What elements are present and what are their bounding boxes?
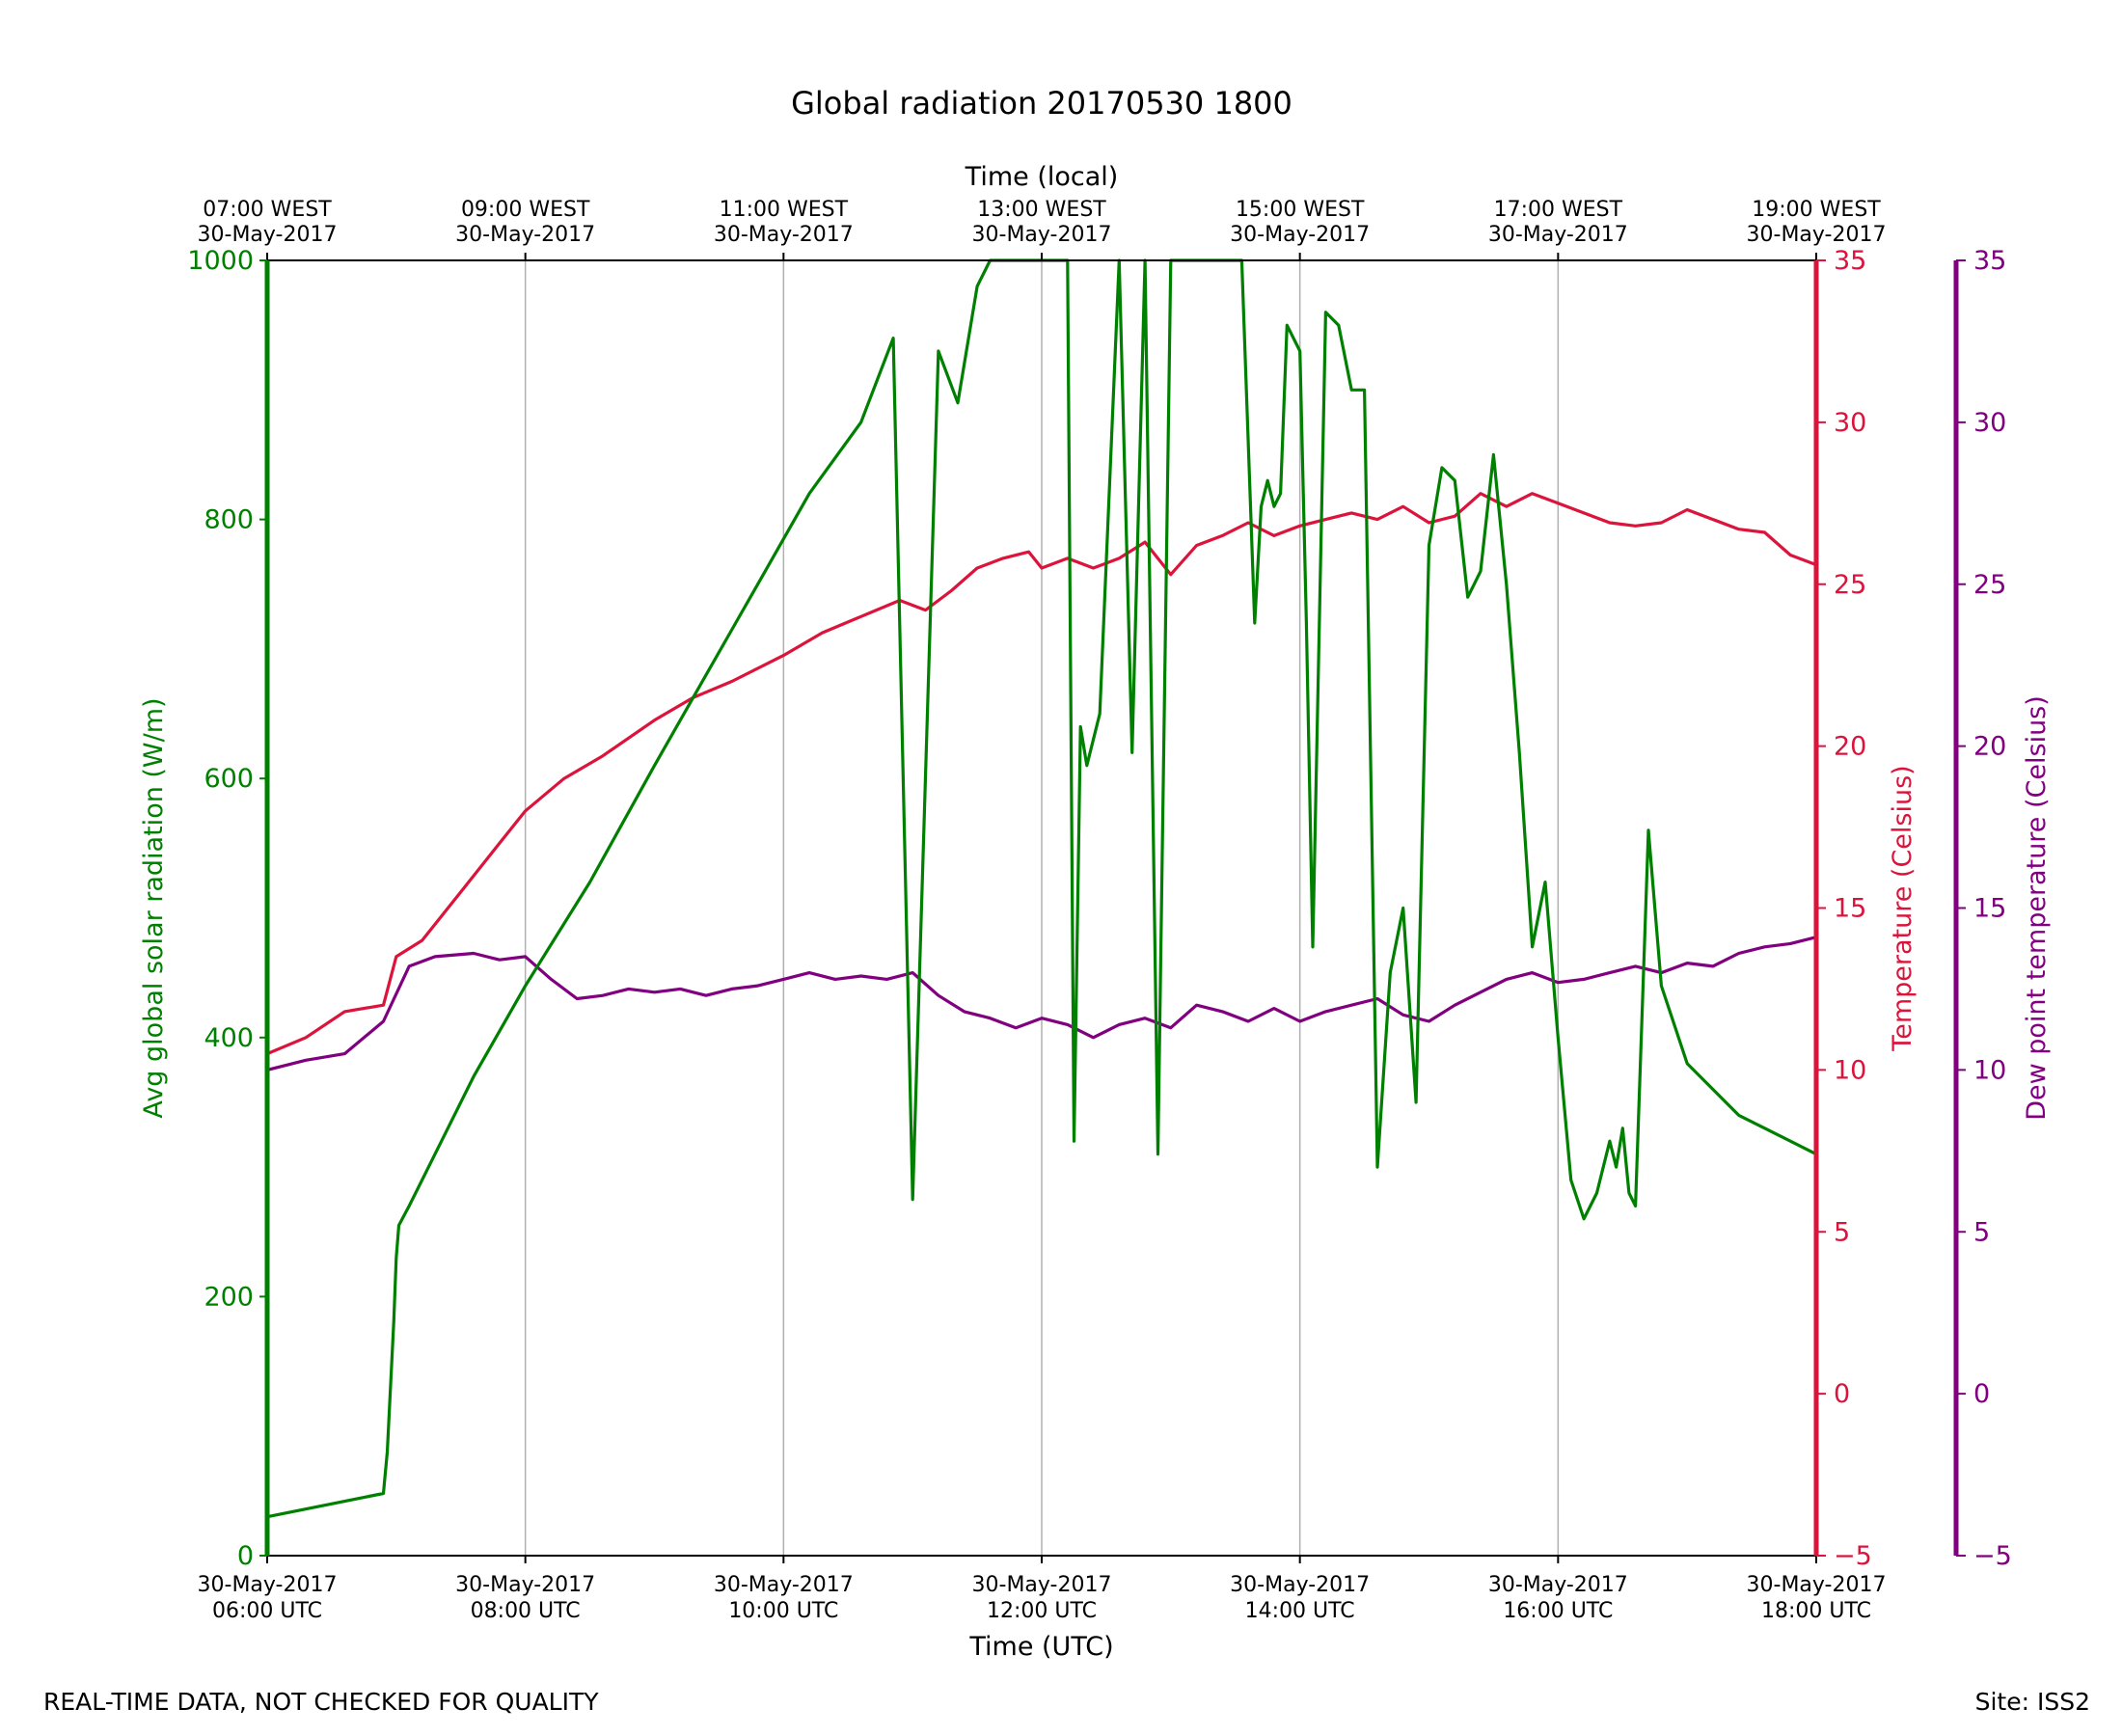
x-tick-time: 06:00 UTC	[212, 1599, 322, 1623]
y-tick-label-temperature: 35	[1834, 246, 1866, 276]
y-axis-label-dewpoint: Dew point temperature (Celsius)	[2022, 695, 2052, 1121]
y-tick-label-dewpoint: −5	[1973, 1541, 2012, 1571]
y-tick-label-temperature: 10	[1834, 1055, 1866, 1085]
x2-tick-time: 07:00 WEST	[203, 198, 332, 222]
y-tick-label-radiation: 400	[204, 1023, 254, 1053]
y-tick-label-temperature: 20	[1834, 732, 1866, 762]
x2-tick-time: 17:00 WEST	[1494, 198, 1623, 222]
x2-tick-date: 30-May-2017	[198, 223, 338, 247]
x2-tick-time: 09:00 WEST	[461, 198, 590, 222]
y-tick-label-dewpoint: 5	[1973, 1217, 1990, 1247]
top-axis-label: Time (local)	[965, 162, 1119, 192]
y-tick-label-temperature: 5	[1834, 1217, 1850, 1247]
y-tick-label-dewpoint: 35	[1973, 246, 2006, 276]
y-tick-label-temperature: 0	[1834, 1379, 1850, 1409]
x-tick-date: 30-May-2017	[1747, 1573, 1887, 1597]
y-tick-label-dewpoint: 10	[1973, 1055, 2006, 1085]
x2-tick-time: 19:00 WEST	[1752, 198, 1881, 222]
x2-tick-date: 30-May-2017	[972, 223, 1112, 247]
y-tick-label-dewpoint: 15	[1973, 894, 2006, 924]
x-tick-date: 30-May-2017	[198, 1573, 338, 1597]
x-tick-date: 30-May-2017	[1230, 1573, 1370, 1597]
y-tick-label-radiation: 600	[204, 764, 254, 794]
gridlines	[524, 260, 1560, 1556]
x2-tick-date: 30-May-2017	[455, 223, 595, 247]
y-tick-label-dewpoint: 25	[1973, 570, 2006, 600]
x-tick-time: 16:00 UTC	[1503, 1599, 1613, 1623]
x-tick-time: 08:00 UTC	[471, 1599, 581, 1623]
x-tick-date: 30-May-2017	[455, 1573, 595, 1597]
x2-tick-date: 30-May-2017	[1488, 223, 1628, 247]
y-tick-label-dewpoint: 0	[1973, 1379, 1990, 1409]
x-tick-date: 30-May-2017	[1488, 1573, 1628, 1597]
x-tick-time: 18:00 UTC	[1761, 1599, 1871, 1623]
x2-tick-time: 11:00 WEST	[720, 198, 849, 222]
y-axis-label-temperature: Temperature (Celsius)	[1888, 765, 1918, 1051]
x2-tick-date: 30-May-2017	[714, 223, 854, 247]
y-tick-label-temperature: 25	[1834, 570, 1866, 600]
chart-title: Global radiation 20170530 1800	[791, 85, 1292, 122]
x-tick-date: 30-May-2017	[714, 1573, 854, 1597]
x2-tick-date: 30-May-2017	[1747, 223, 1887, 247]
x-tick-time: 10:00 UTC	[728, 1599, 838, 1623]
footer-site: Site: ISS2	[1974, 1688, 2090, 1716]
x-tick-time: 14:00 UTC	[1245, 1599, 1355, 1623]
y-tick-label-radiation: 800	[204, 505, 254, 535]
y-tick-label-radiation: 200	[204, 1282, 254, 1312]
x2-tick-date: 30-May-2017	[1230, 223, 1370, 247]
series-line-temperature	[266, 492, 1817, 1056]
y-tick-label-dewpoint: 30	[1973, 408, 2006, 438]
x2-tick-time: 13:00 WEST	[977, 198, 1106, 222]
x-tick-date: 30-May-2017	[972, 1573, 1112, 1597]
y-tick-label-dewpoint: 20	[1973, 732, 2006, 762]
y-tick-label-temperature: −5	[1834, 1541, 1872, 1571]
y-tick-label-radiation: 1000	[187, 246, 254, 276]
y-tick-label-temperature: 30	[1834, 408, 1866, 438]
y-tick-label-temperature: 15	[1834, 894, 1866, 924]
y-axis-label-radiation: Avg global solar radiation (W/m)	[139, 697, 169, 1118]
x2-tick-time: 15:00 WEST	[1236, 198, 1365, 222]
y-tick-label-radiation: 0	[237, 1541, 254, 1571]
x-tick-time: 12:00 UTC	[987, 1599, 1097, 1623]
bottom-axis-label: Time (UTC)	[968, 1632, 1113, 1662]
footer-disclaimer: REAL-TIME DATA, NOT CHECKED FOR QUALITY	[43, 1688, 599, 1716]
